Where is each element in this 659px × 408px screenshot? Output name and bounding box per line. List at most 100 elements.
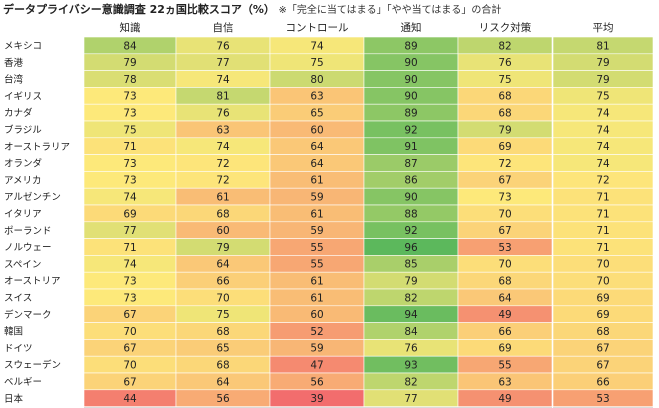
cell-value: 88: [404, 208, 417, 220]
row-label: オーストラリア: [4, 142, 70, 153]
cell-value: 66: [498, 326, 512, 338]
cell-value: 67: [123, 309, 136, 321]
cell-value: 67: [498, 175, 511, 187]
cell-value: 63: [310, 91, 323, 103]
cell-value: 70: [498, 259, 511, 271]
cell-value: 73: [123, 108, 136, 120]
cell-value: 77: [404, 393, 417, 405]
cell-value: 90: [404, 74, 417, 86]
cell-value: 74: [123, 259, 137, 271]
average-value: 68: [596, 326, 609, 338]
cell-value: 75: [216, 309, 229, 321]
cell-value: 76: [404, 343, 418, 355]
cell-value: 65: [216, 343, 229, 355]
chart-note: ※「完全に当てはまる」「やや当てはまる」の合計: [278, 5, 502, 16]
cell-value: 55: [310, 242, 323, 254]
column-header: 知識: [120, 21, 141, 34]
average-value: 74: [596, 141, 610, 153]
row-label: スイス: [4, 293, 32, 304]
average-value: 67: [596, 360, 609, 372]
cell-value: 78: [123, 74, 136, 86]
cell-value: 85: [404, 259, 417, 271]
cell-value: 74: [216, 141, 230, 153]
cell-value: 68: [216, 360, 229, 372]
row-label: オーストリア: [4, 276, 61, 287]
row-label: 韓国: [4, 327, 23, 338]
cell-value: 64: [310, 141, 324, 153]
cell-value: 77: [216, 57, 229, 69]
cell-value: 75: [123, 124, 136, 136]
cell-value: 64: [216, 376, 230, 388]
cell-value: 39: [310, 393, 323, 405]
cell-value: 69: [123, 208, 136, 220]
cell-value: 61: [310, 276, 323, 288]
column-header: 通知: [401, 21, 422, 34]
cell-value: 63: [216, 124, 229, 136]
row-label: スペイン: [4, 259, 41, 270]
cell-value: 65: [310, 108, 323, 120]
cell-value: 73: [498, 192, 511, 204]
row-label: オランダ: [4, 158, 43, 170]
cell-value: 67: [123, 376, 136, 388]
cell-value: 56: [216, 393, 230, 405]
cell-value: 79: [123, 57, 136, 69]
cell-value: 61: [310, 208, 323, 220]
cell-value: 64: [216, 259, 230, 271]
average-value: 69: [596, 309, 609, 321]
cell-value: 76: [216, 40, 230, 52]
cell-value: 79: [498, 124, 511, 136]
average-value: 71: [596, 192, 609, 204]
average-value: 53: [596, 393, 609, 405]
cell-value: 74: [123, 192, 137, 204]
cell-value: 44: [123, 393, 137, 405]
row-label: カナダ: [4, 107, 33, 119]
average-value: 74: [596, 124, 610, 136]
cell-value: 93: [404, 360, 417, 372]
cell-value: 76: [216, 108, 230, 120]
cell-value: 81: [216, 91, 229, 103]
cell-value: 60: [310, 309, 323, 321]
cell-value: 67: [123, 343, 136, 355]
row-label: アルゼンチン: [4, 191, 61, 203]
cell-value: 94: [404, 309, 418, 321]
cell-value: 68: [498, 276, 511, 288]
cell-value: 60: [310, 124, 323, 136]
average-value: 69: [596, 292, 609, 304]
cell-value: 59: [310, 192, 323, 204]
row-label: ベルギー: [4, 377, 42, 388]
cell-value: 70: [123, 326, 136, 338]
cell-value: 59: [310, 343, 323, 355]
cell-value: 89: [404, 40, 417, 52]
cell-value: 80: [310, 74, 323, 86]
average-value: 66: [596, 376, 610, 388]
column-header: リスク対策: [479, 21, 532, 34]
cell-value: 61: [310, 175, 323, 187]
cell-value: 68: [216, 326, 229, 338]
cell-value: 49: [498, 309, 511, 321]
cell-value: 67: [498, 225, 511, 237]
row-label: スウェーデン: [4, 359, 61, 371]
row-label: イタリア: [4, 209, 42, 220]
average-value: 74: [596, 108, 610, 120]
row-label: メキシコ: [4, 41, 42, 52]
cell-value: 72: [498, 158, 511, 170]
cell-value: 63: [498, 376, 511, 388]
chart-title-text: データプライバシー意識調査 22ヵ国比較スコア（%）: [3, 3, 275, 16]
row-label: 香港: [4, 57, 24, 69]
cell-value: 49: [498, 393, 511, 405]
cell-value: 68: [498, 91, 511, 103]
average-value: 79: [596, 57, 609, 69]
average-value: 71: [596, 208, 609, 220]
cell-value: 64: [498, 292, 512, 304]
cell-value: 68: [216, 208, 229, 220]
cell-value: 61: [310, 292, 323, 304]
cell-value: 89: [404, 108, 417, 120]
average-value: 71: [596, 242, 609, 254]
cell-value: 86: [404, 175, 418, 187]
cell-value: 72: [216, 158, 229, 170]
cell-value: 82: [404, 292, 417, 304]
row-label: 台湾: [4, 74, 24, 86]
cell-value: 59: [310, 225, 323, 237]
cell-value: 55: [498, 360, 511, 372]
cell-value: 68: [498, 108, 511, 120]
